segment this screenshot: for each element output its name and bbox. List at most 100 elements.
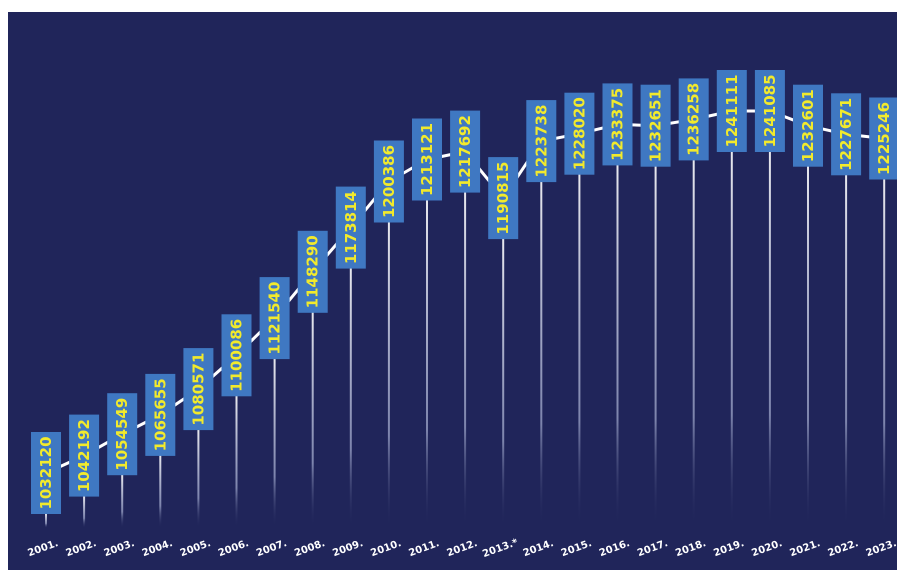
data-label-box bbox=[259, 277, 290, 360]
x-tick-label: 2001. bbox=[26, 538, 59, 559]
data-label-box bbox=[640, 84, 671, 167]
data-label-2015.: 1228020 bbox=[564, 92, 595, 175]
stem-2004. bbox=[159, 454, 162, 528]
data-label-box bbox=[793, 84, 823, 167]
stem-2003. bbox=[121, 474, 124, 528]
data-label-text: 1228020 bbox=[570, 97, 588, 170]
data-label-box bbox=[678, 78, 709, 161]
data-label-2018.: 1236258 bbox=[678, 78, 709, 161]
data-label-text: 1232601 bbox=[799, 89, 817, 162]
data-label-2003.: 1054549 bbox=[107, 393, 138, 476]
stem-2013.* bbox=[502, 238, 505, 528]
data-label-2002.: 1042192 bbox=[69, 414, 100, 497]
x-tick-label: 2021. bbox=[788, 538, 821, 559]
data-label-box bbox=[450, 110, 481, 193]
x-tick-label: 2006. bbox=[217, 538, 250, 559]
x-tick-label: 2005. bbox=[179, 538, 212, 559]
data-label-box bbox=[754, 70, 785, 152]
data-label-box bbox=[602, 83, 633, 166]
data-label-box bbox=[183, 348, 214, 431]
data-label-text: 1100086 bbox=[228, 319, 246, 392]
stem-2006. bbox=[235, 395, 238, 528]
stem-2012. bbox=[464, 191, 467, 528]
data-label-box bbox=[526, 100, 557, 183]
data-label-text: 1032120 bbox=[37, 436, 55, 509]
data-label-text: 1173814 bbox=[342, 191, 360, 264]
data-label-2011.: 1213121 bbox=[412, 118, 442, 201]
data-label-text: 1148290 bbox=[304, 235, 322, 308]
data-label-text: 1054549 bbox=[113, 398, 131, 471]
x-tick-label: 2015. bbox=[560, 538, 593, 559]
data-label-2014.: 1223738 bbox=[526, 100, 557, 183]
data-label-text: 1223738 bbox=[532, 105, 550, 178]
data-label-box bbox=[869, 97, 897, 180]
data-label-text: 1121540 bbox=[266, 282, 284, 355]
x-tick-label: 2018. bbox=[674, 538, 707, 559]
data-label-text: 1042192 bbox=[75, 419, 93, 492]
stem-2008. bbox=[311, 311, 314, 528]
data-label-2004.: 1065655 bbox=[145, 373, 176, 456]
data-label-text: 1080571 bbox=[189, 353, 207, 426]
data-label-box bbox=[373, 140, 404, 223]
chart-panel: 1032120 1042192 1054549 1065655 1080571 11000… bbox=[8, 12, 897, 570]
x-tick-label: 2008. bbox=[293, 538, 326, 559]
data-label-text: 1065655 bbox=[151, 378, 169, 451]
data-label-box bbox=[831, 93, 862, 176]
x-tick-label: 2019. bbox=[712, 538, 745, 559]
data-label-text: 1227671 bbox=[837, 98, 855, 171]
data-label-2021.: 1232601 bbox=[793, 84, 823, 167]
data-label-2005.: 1080571 bbox=[183, 348, 214, 431]
stem-2001. bbox=[45, 513, 47, 528]
x-tick-label: 2022. bbox=[826, 538, 859, 559]
stem-2017. bbox=[654, 165, 657, 528]
data-label-2020.: 1241085 bbox=[754, 70, 785, 152]
data-label-2010.: 1200386 bbox=[373, 140, 404, 223]
stem-2020. bbox=[768, 151, 771, 528]
data-label-2012.: 1217692 bbox=[450, 110, 481, 193]
stem-2023. bbox=[883, 178, 886, 528]
data-label-2019.: 1241111 bbox=[716, 70, 747, 152]
x-tick-label: 2017. bbox=[636, 538, 669, 559]
data-label-2009.: 1173814 bbox=[335, 186, 366, 269]
stem-2011. bbox=[426, 199, 428, 528]
data-label-2007.: 1121540 bbox=[259, 277, 290, 360]
stem-2022. bbox=[845, 174, 848, 529]
stem-2018. bbox=[692, 159, 695, 528]
data-label-box bbox=[107, 393, 138, 476]
data-label-text: 1241085 bbox=[761, 74, 779, 147]
x-tick-label: 2013.* bbox=[481, 537, 520, 560]
stem-2019. bbox=[730, 151, 733, 528]
data-label-text: 1225246 bbox=[875, 102, 893, 175]
data-label-box bbox=[297, 230, 328, 313]
data-label-text: 1241111 bbox=[723, 74, 741, 147]
data-label-2017.: 1232651 bbox=[640, 84, 671, 167]
stem-2014. bbox=[540, 181, 543, 528]
stem-2007. bbox=[273, 358, 276, 528]
x-tick-label: 2004. bbox=[141, 538, 174, 559]
data-label-text: 1232651 bbox=[647, 89, 665, 162]
data-label-2016.: 1233375 bbox=[602, 83, 633, 166]
data-label-2006.: 1100086 bbox=[221, 314, 252, 397]
x-tick-label: 2023. bbox=[865, 538, 897, 559]
data-label-text: 1200386 bbox=[380, 145, 398, 218]
data-label-text: 1190815 bbox=[494, 162, 512, 235]
data-label-2013.*: 1190815 bbox=[488, 157, 519, 240]
x-tick-label: 2020. bbox=[750, 538, 783, 559]
stem-2016. bbox=[616, 164, 619, 528]
data-label-2022.: 1227671 bbox=[831, 93, 862, 176]
x-tick-label: 2007. bbox=[255, 538, 288, 559]
data-label-2023.: 1225246 bbox=[869, 97, 897, 180]
data-label-box bbox=[145, 373, 176, 456]
x-tick-label: 2016. bbox=[598, 538, 631, 559]
x-tick-label: 2009. bbox=[331, 538, 364, 559]
x-tick-label: 2012. bbox=[445, 538, 478, 559]
data-label-box bbox=[716, 70, 747, 152]
data-label-2001.: 1032120 bbox=[31, 432, 61, 514]
stem-2015. bbox=[578, 173, 581, 528]
x-tick-label: 2010. bbox=[369, 538, 402, 559]
x-tick-label: 2011. bbox=[407, 538, 440, 559]
data-label-text: 1233375 bbox=[609, 88, 627, 161]
x-tick-label: 2014. bbox=[522, 538, 555, 559]
x-tick-label: 2002. bbox=[64, 538, 97, 559]
line-chart: 1032120 1042192 1054549 1065655 1080571 11000… bbox=[26, 70, 897, 560]
